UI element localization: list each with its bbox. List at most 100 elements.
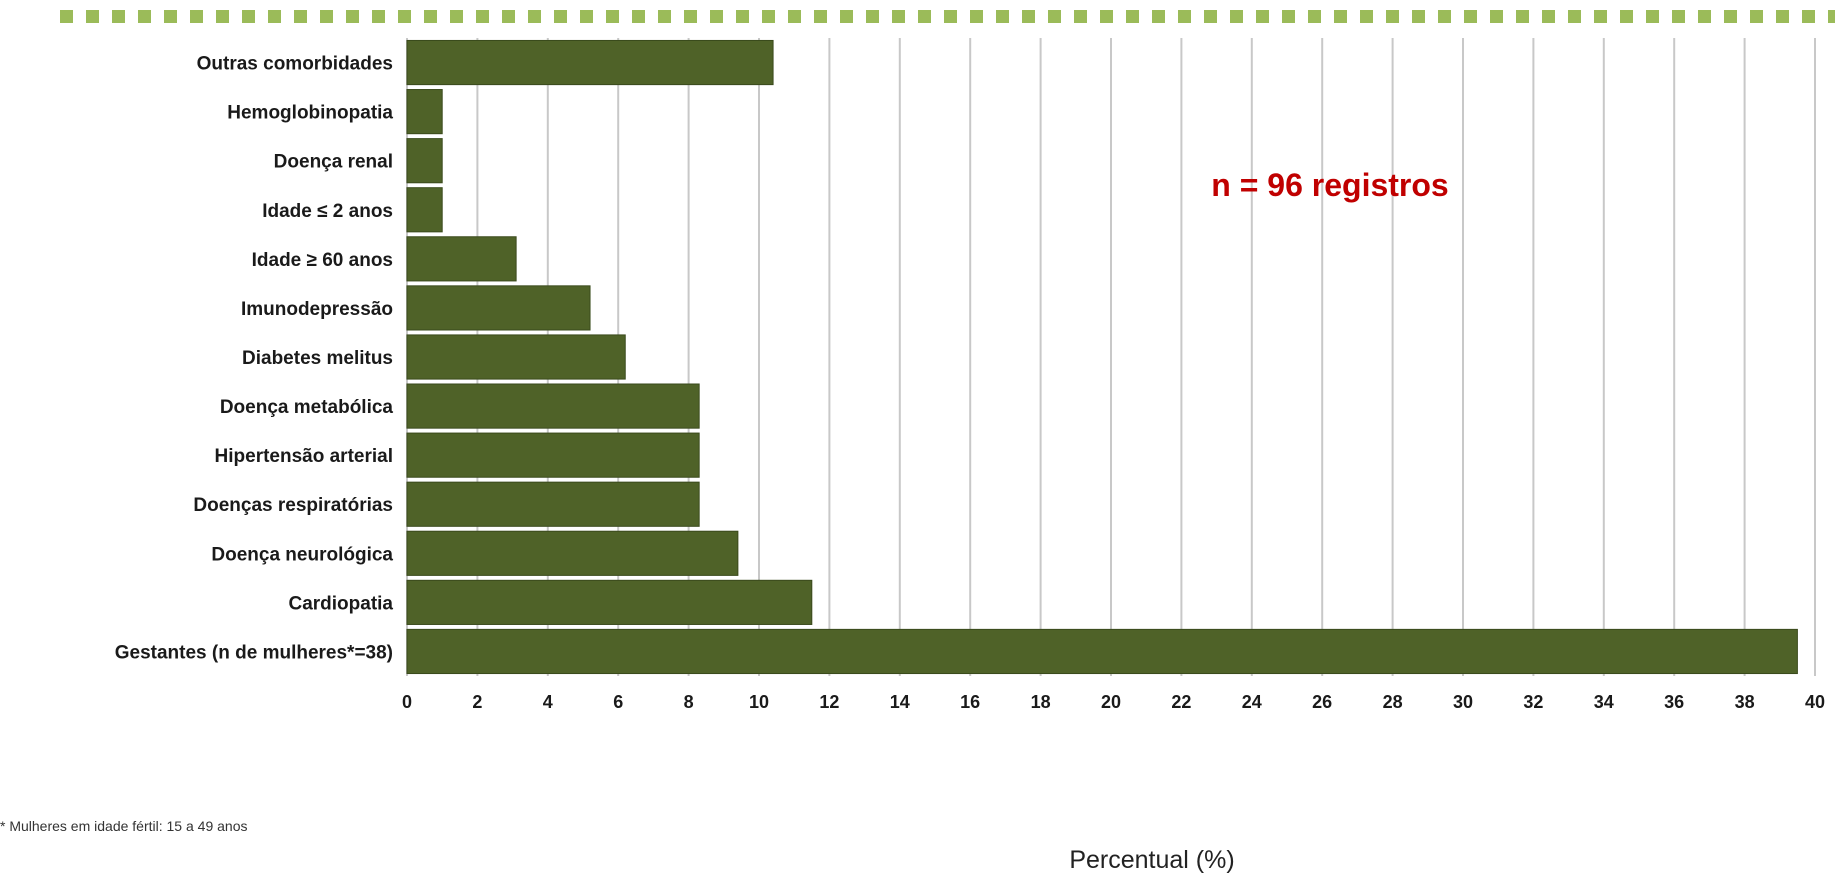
top-dash-segment <box>658 10 671 23</box>
top-dash-segment <box>736 10 749 23</box>
top-dash-segment <box>606 10 619 23</box>
top-dash-segment <box>424 10 437 23</box>
category-labels: Outras comorbidades Hemoglobinopatia Doenç… <box>115 54 394 664</box>
bar <box>406 628 1798 675</box>
x-tick-label: 26 <box>1312 692 1332 712</box>
top-dash-segment <box>1074 10 1087 23</box>
top-dash-segment <box>1620 10 1633 23</box>
top-dash-segment <box>1204 10 1217 23</box>
x-tick-label: 2 <box>472 692 482 712</box>
top-dash-segment <box>1048 10 1061 23</box>
top-dash-segment <box>1724 10 1737 23</box>
top-dash-segment <box>1100 10 1113 23</box>
x-tick-label: 6 <box>613 692 623 712</box>
top-dash-segment <box>632 10 645 23</box>
top-dash-segment <box>1438 10 1451 23</box>
top-dash-segment <box>1672 10 1685 23</box>
top-dash-segment <box>1256 10 1269 23</box>
top-dash-segment <box>1308 10 1321 23</box>
x-tick-label: 12 <box>819 692 839 712</box>
category-label: Outras comorbidades <box>197 54 393 75</box>
top-dash-segment <box>892 10 905 23</box>
top-dash-segment <box>1516 10 1529 23</box>
top-dash-segment <box>1178 10 1191 23</box>
bar <box>406 187 443 233</box>
category-label: Idade ≤ 2 anos <box>262 201 393 222</box>
top-dash-segment <box>1594 10 1607 23</box>
top-dash-segment <box>242 10 255 23</box>
grid-lines <box>406 38 1816 676</box>
x-tick-label: 30 <box>1453 692 1473 712</box>
top-dash-segment <box>814 10 827 23</box>
footnote: * Mulheres em idade fértil: 15 a 49 anos <box>0 818 247 834</box>
top-dash-segment <box>502 10 515 23</box>
top-dash-segment <box>86 10 99 23</box>
category-label: Hipertensão arterial <box>215 446 393 467</box>
top-dash-segment <box>190 10 203 23</box>
top-dash-segment <box>580 10 593 23</box>
category-label: Doença renal <box>274 152 393 173</box>
top-dash-segment <box>450 10 463 23</box>
bar <box>406 89 443 135</box>
top-dash-segment <box>138 10 151 23</box>
x-tick-labels: 0 2 4 6 8 10 12 14 16 18 20 22 24 26 28 30 32 34 36 38 40 <box>402 692 1825 712</box>
bar <box>406 236 517 282</box>
bar <box>406 334 626 380</box>
top-dash-segment <box>1776 10 1789 23</box>
x-tick-label: 10 <box>749 692 769 712</box>
category-label: Idade ≥ 60 anos <box>252 250 393 271</box>
top-dash-segment <box>216 10 229 23</box>
x-tick-label: 20 <box>1101 692 1121 712</box>
bar <box>406 383 700 429</box>
x-tick-label: 34 <box>1594 692 1614 712</box>
category-label: Doença neurológica <box>211 544 393 565</box>
top-dash-segment <box>372 10 385 23</box>
top-dash-segment <box>1152 10 1165 23</box>
top-dash-segment <box>476 10 489 23</box>
top-dash-segment <box>398 10 411 23</box>
x-tick-label: 16 <box>960 692 980 712</box>
category-label: Imunodepressão <box>241 299 393 320</box>
top-dash-segment <box>944 10 957 23</box>
top-dash-segment <box>918 10 931 23</box>
top-dash-segment <box>1360 10 1373 23</box>
top-dash-segment <box>1542 10 1555 23</box>
category-label: Cardiopatia <box>288 593 393 614</box>
top-dash-segment <box>1698 10 1711 23</box>
top-dash-segment <box>1828 10 1835 23</box>
top-dash-segment <box>1568 10 1581 23</box>
x-tick-label: 0 <box>402 692 412 712</box>
bar <box>406 432 700 478</box>
top-dash-segment <box>528 10 541 23</box>
top-dash-segment <box>1802 10 1815 23</box>
top-dash-segment <box>346 10 359 23</box>
bar <box>406 481 700 527</box>
x-axis-title: Percentual (%) <box>1069 846 1234 874</box>
top-dash-segment <box>762 10 775 23</box>
top-dash-segment <box>840 10 853 23</box>
x-tick-label: 22 <box>1171 692 1191 712</box>
top-dash-segment <box>1412 10 1425 23</box>
top-dash-segment <box>294 10 307 23</box>
top-dash-segment <box>1282 10 1295 23</box>
top-dash-segment <box>710 10 723 23</box>
top-dashed-border <box>60 10 1835 23</box>
x-tick-label: 32 <box>1523 692 1543 712</box>
top-dash-segment <box>1334 10 1347 23</box>
top-dash-segment <box>112 10 125 23</box>
bar <box>406 138 443 184</box>
x-tick-label: 14 <box>890 692 910 712</box>
top-dash-segment <box>554 10 567 23</box>
x-tick-label: 4 <box>543 692 553 712</box>
bar <box>406 39 774 86</box>
category-label: Diabetes melitus <box>242 348 393 369</box>
x-tick-label: 36 <box>1664 692 1684 712</box>
category-label: Hemoglobinopatia <box>227 103 393 124</box>
top-dash-segment <box>1464 10 1477 23</box>
bar <box>406 579 813 625</box>
top-dash-segment <box>164 10 177 23</box>
top-dash-segment <box>1490 10 1503 23</box>
bar <box>406 285 591 331</box>
top-dash-segment <box>1386 10 1399 23</box>
sample-size-annotation: n = 96 registros <box>1211 167 1448 203</box>
